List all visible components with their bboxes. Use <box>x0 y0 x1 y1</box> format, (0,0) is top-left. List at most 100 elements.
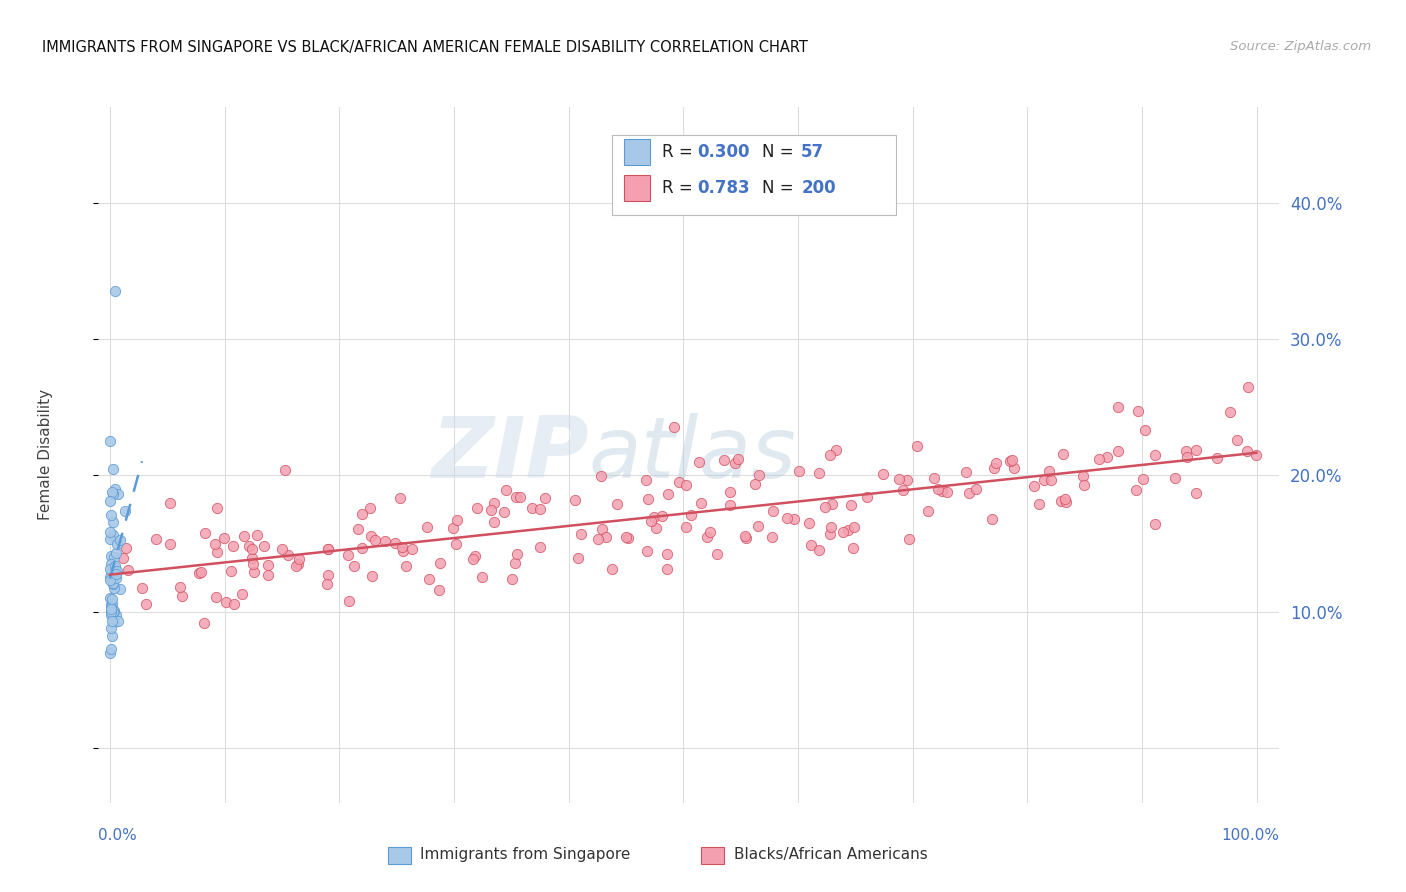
Point <box>204 537 226 551</box>
Point <box>145 532 167 546</box>
Point <box>1175 450 1198 464</box>
Point <box>212 531 235 545</box>
Text: 57: 57 <box>801 143 824 161</box>
Point <box>482 495 505 509</box>
Point <box>617 531 640 545</box>
Point <box>1236 444 1258 458</box>
Point <box>696 530 718 544</box>
Point <box>105 537 128 551</box>
Point <box>1073 468 1095 483</box>
Point <box>187 566 209 581</box>
Point <box>238 539 260 553</box>
Point <box>100 598 122 612</box>
Point <box>103 515 125 529</box>
Point <box>820 527 842 541</box>
Point <box>501 572 523 586</box>
Point <box>285 558 308 573</box>
Point <box>931 484 953 499</box>
Point <box>287 557 309 571</box>
Point <box>1052 447 1074 461</box>
Point <box>655 561 678 575</box>
Point <box>360 569 382 583</box>
Point <box>1237 380 1260 394</box>
Point <box>100 549 122 564</box>
Point <box>103 581 125 595</box>
Point <box>567 551 589 566</box>
Bar <box>700 847 724 864</box>
Point <box>1040 474 1063 488</box>
Text: N =: N = <box>762 143 799 161</box>
Point <box>131 581 153 595</box>
Point <box>1054 494 1077 508</box>
Point <box>690 496 713 510</box>
Point <box>240 541 263 556</box>
Point <box>271 542 294 557</box>
Point <box>101 528 124 542</box>
Point <box>337 594 360 608</box>
Point <box>1028 497 1050 511</box>
Point <box>509 490 531 504</box>
Point <box>893 483 915 497</box>
Point <box>464 549 486 563</box>
Point <box>360 529 382 543</box>
Point <box>842 520 865 534</box>
Point <box>898 533 921 547</box>
Bar <box>388 847 412 864</box>
Point <box>104 571 127 585</box>
Point <box>107 614 129 628</box>
Point <box>395 559 418 574</box>
Point <box>350 541 373 555</box>
Point <box>761 530 783 544</box>
Point <box>104 482 127 496</box>
Point <box>114 541 136 555</box>
Bar <box>612 135 896 215</box>
Point <box>935 485 957 500</box>
Point <box>103 615 125 629</box>
Point <box>242 557 264 571</box>
Point <box>98 562 121 576</box>
Bar <box>624 175 650 202</box>
Point <box>569 527 592 541</box>
Point <box>446 513 468 527</box>
Point <box>101 564 124 578</box>
Point <box>688 455 710 469</box>
Point <box>98 493 121 508</box>
Point <box>135 597 157 611</box>
Point <box>640 515 662 529</box>
Point <box>318 541 340 556</box>
Point <box>100 557 122 571</box>
Point <box>103 605 125 619</box>
Point <box>927 482 949 496</box>
Point <box>101 572 124 586</box>
Point <box>734 529 756 543</box>
Point <box>655 547 678 561</box>
Point <box>100 570 122 584</box>
Point <box>586 533 609 547</box>
Point <box>222 597 245 611</box>
Point <box>800 538 823 552</box>
Point <box>257 568 280 582</box>
Point <box>104 566 127 581</box>
Point <box>277 549 299 563</box>
Point <box>1054 492 1077 507</box>
Point <box>243 565 266 579</box>
Point <box>1132 472 1154 486</box>
Point <box>318 567 340 582</box>
Text: 0.300: 0.300 <box>697 143 749 161</box>
Point <box>896 473 918 487</box>
Point <box>505 490 527 504</box>
Point <box>316 541 339 556</box>
Point <box>205 501 228 516</box>
Point <box>675 519 697 533</box>
Point <box>100 592 122 607</box>
Point <box>747 518 769 533</box>
Point <box>98 532 121 546</box>
Point <box>1038 464 1060 478</box>
Point <box>471 570 494 584</box>
Point <box>998 454 1021 468</box>
Point <box>645 521 668 535</box>
Point <box>316 577 339 591</box>
Point <box>506 547 529 561</box>
Text: 200: 200 <box>801 179 835 197</box>
Point <box>205 544 228 558</box>
